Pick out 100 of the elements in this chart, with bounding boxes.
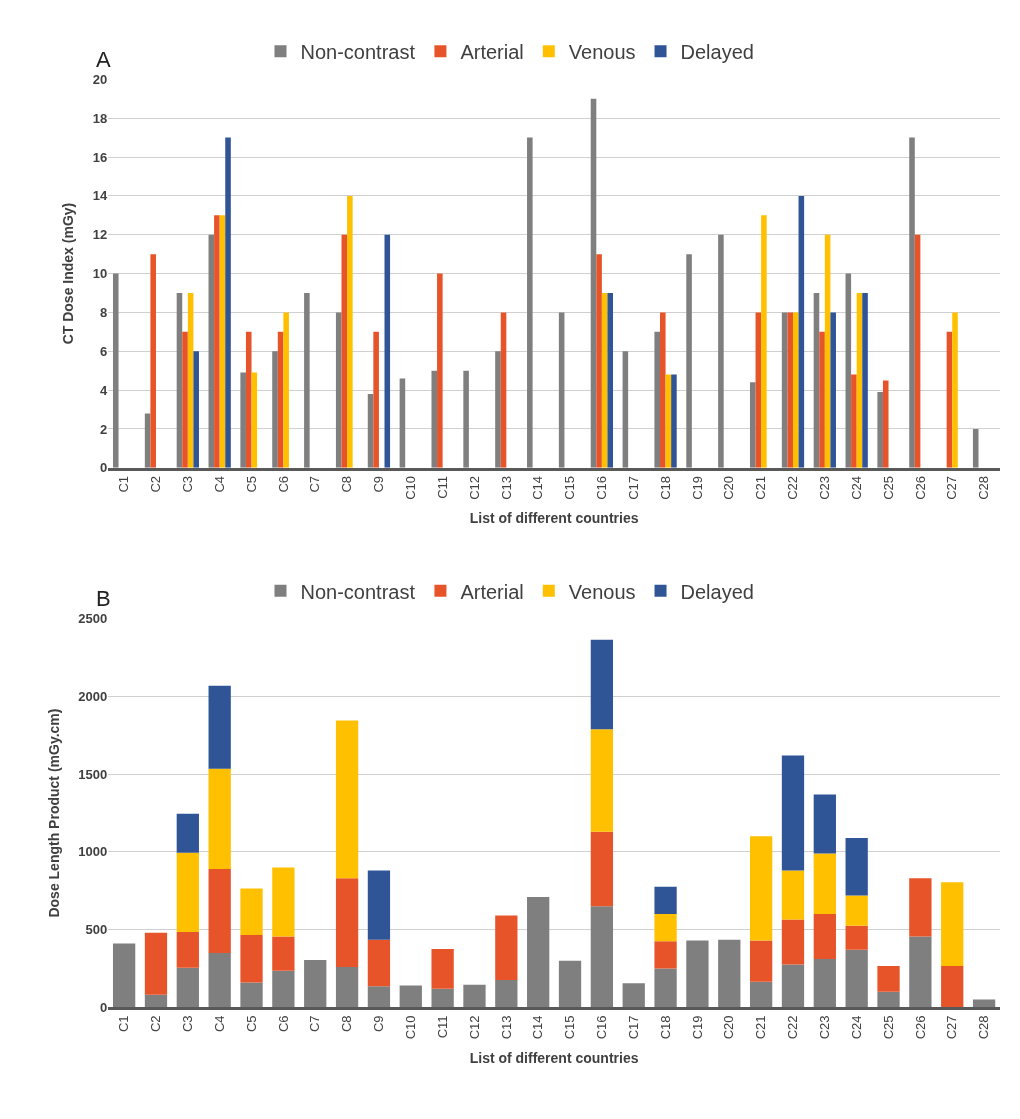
bar	[399, 985, 422, 1008]
bar	[495, 980, 518, 1008]
bar	[335, 966, 359, 1008]
bar	[749, 940, 773, 982]
bar	[373, 331, 379, 468]
bar	[845, 925, 868, 950]
legend-label: Arterial	[460, 41, 524, 64]
x-tick-label: C10	[403, 1015, 419, 1040]
x-tick-label: C8	[339, 475, 355, 493]
bar	[590, 831, 614, 907]
bar	[607, 292, 614, 468]
x-tick-label: C20	[721, 1015, 737, 1040]
y-tick-label: 18	[92, 110, 108, 126]
x-tick-label: C14	[530, 1015, 546, 1040]
bar	[761, 215, 767, 468]
bar	[463, 984, 486, 1008]
x-tick-label: C23	[817, 1015, 833, 1040]
bar	[176, 813, 199, 853]
x-tick-label: C24	[848, 475, 864, 500]
bar	[671, 374, 677, 468]
x-tick-label: C15	[562, 475, 578, 500]
bar	[952, 312, 958, 468]
x-tick-label: C17	[625, 1015, 641, 1040]
bar	[851, 374, 857, 468]
bar	[347, 195, 353, 468]
bar	[755, 312, 762, 468]
bar	[813, 914, 836, 960]
x-tick-label: C20	[721, 475, 737, 500]
bar	[686, 940, 709, 1008]
x-tick-label: C9	[371, 1015, 387, 1033]
x-tick-label: C15	[562, 1015, 578, 1040]
bar	[590, 906, 614, 1008]
bar	[660, 312, 666, 468]
x-tick-label: C7	[307, 1015, 323, 1033]
bar	[558, 312, 565, 468]
x-tick-label: C11	[434, 475, 450, 499]
x-tick-label: C19	[689, 1015, 705, 1040]
bar	[972, 428, 979, 468]
x-tick-label: C21	[753, 475, 769, 500]
bar	[112, 273, 119, 468]
bar	[144, 932, 168, 995]
bar	[596, 254, 602, 468]
bar	[590, 98, 597, 468]
y-tick-label: 14	[92, 188, 108, 204]
bar	[787, 312, 793, 468]
bar	[176, 967, 199, 1008]
x-tick-label: C28	[976, 1015, 992, 1040]
bar	[941, 966, 964, 1008]
bar	[208, 685, 231, 769]
bar	[845, 949, 868, 1008]
bar	[240, 372, 246, 468]
bar	[208, 869, 231, 953]
x-tick-label: C3	[180, 1015, 196, 1033]
x-tick-label: C16	[594, 1015, 610, 1040]
x-tick-label: C19	[689, 475, 705, 500]
bar	[431, 949, 454, 989]
bar	[384, 234, 391, 468]
x-tick-label: C23	[817, 475, 833, 500]
bar	[208, 952, 231, 1008]
bar	[437, 273, 443, 468]
bar	[193, 351, 199, 468]
x-tick-label: C12	[466, 475, 482, 500]
y-tick-label: 6	[99, 343, 108, 359]
bar	[781, 870, 805, 920]
x-tick-label: C1	[116, 1015, 132, 1033]
x-tick-label: C25	[880, 475, 896, 500]
bar	[495, 915, 518, 981]
legend-label: Arterial	[460, 580, 524, 603]
bar	[527, 896, 550, 1008]
text: B	[96, 586, 111, 611]
x-tick-label: C4	[211, 475, 227, 493]
x-tick-label: C7	[307, 475, 323, 493]
x-tick-label: C14	[530, 475, 546, 500]
y-tick-label: 2500	[78, 611, 108, 627]
bar	[781, 755, 805, 871]
bar	[781, 919, 805, 965]
bar	[749, 836, 773, 941]
x-tick-label: C1	[116, 475, 132, 493]
x-tick-label: C2	[148, 475, 164, 493]
bar	[590, 729, 614, 832]
bar	[176, 931, 199, 968]
bar	[182, 331, 188, 468]
bar	[431, 988, 454, 1008]
bar	[214, 215, 220, 468]
bar	[240, 888, 263, 936]
bar	[845, 895, 868, 926]
bar	[367, 986, 391, 1008]
bar	[527, 137, 533, 468]
bar	[718, 234, 724, 468]
y-tick-label: 4	[99, 382, 108, 398]
x-tick-label: C18	[657, 1015, 673, 1040]
bar	[718, 939, 741, 1008]
bar	[654, 941, 677, 969]
x-tick-label: C5	[243, 1015, 259, 1033]
bar	[225, 137, 231, 468]
y-tick-label: 10	[92, 266, 108, 282]
y-tick-label: 8	[99, 304, 108, 320]
x-tick-label: C3	[180, 475, 196, 493]
bar	[654, 331, 660, 468]
bar	[272, 936, 295, 971]
